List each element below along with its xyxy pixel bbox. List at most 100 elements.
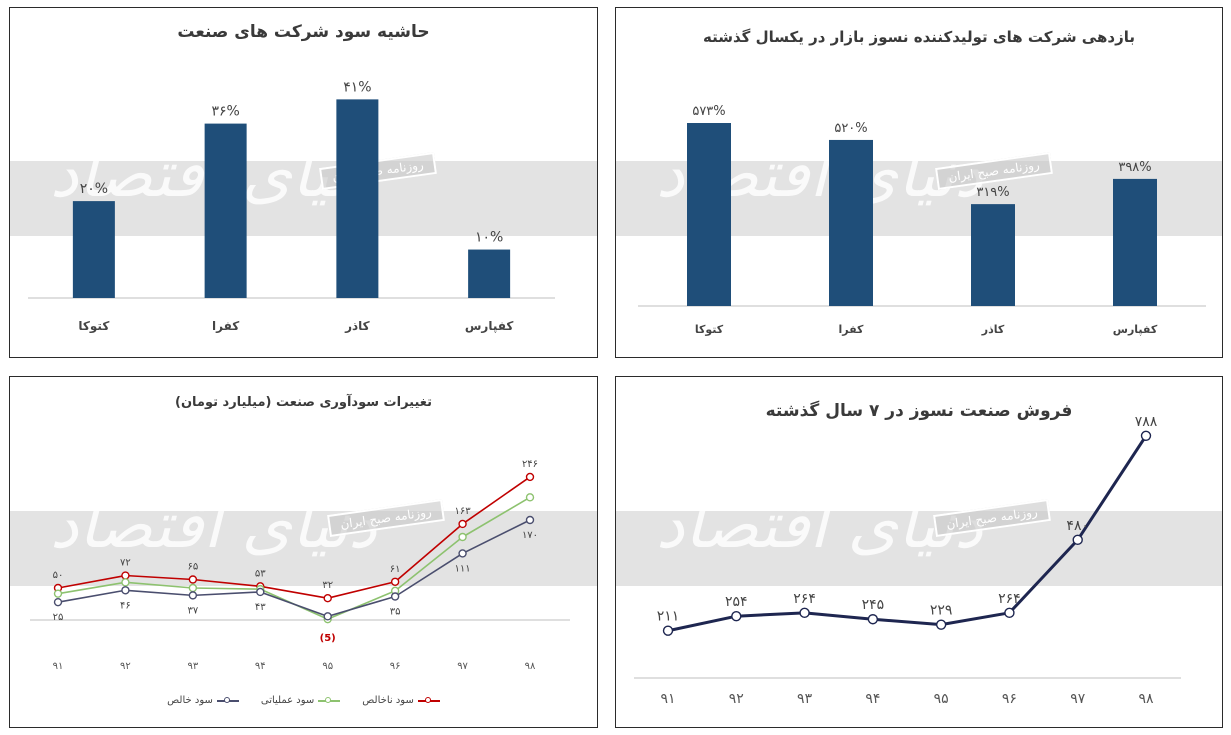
legend-label: سود خالص: [167, 695, 213, 706]
data-point: [1004, 607, 1015, 619]
x-tick-label: کاذر: [981, 323, 1005, 336]
data-label: ۵۰: [53, 570, 64, 581]
data-label: ۲۰%: [80, 181, 108, 197]
chart-legend: سود ناخالص سود عملیاتی سود خالص: [10, 695, 597, 706]
data-point: [458, 549, 467, 558]
profit-chart-panel: دنیای اقتصاد روزنامه صبح ایران تغییرات س…: [9, 376, 598, 728]
margin-chart-panel: دنیای اقتصاد روزنامه صبح ایران حاشیه سود…: [9, 7, 598, 358]
data-point: [53, 597, 63, 607]
bar: [468, 249, 511, 298]
series-line: [57, 519, 531, 618]
x-tick-label: ۹۸: [1138, 691, 1154, 707]
data-point: [662, 625, 674, 636]
chart-title: بازدهی شرکت های تولیدکننده نسوز بازار در…: [703, 28, 1135, 46]
x-tick-label: ۹۵: [934, 691, 949, 707]
chart-title: حاشیه سود شرکت های صنعت: [177, 22, 430, 42]
x-tick-label: ۹۳: [797, 691, 813, 707]
data-point: [188, 575, 198, 584]
series-line: [57, 476, 531, 599]
x-tick-label: کفپارس: [465, 319, 514, 333]
bar: [829, 139, 873, 306]
legend-label: سود ناخالص: [362, 695, 414, 706]
legend-item-gross: سود ناخالص: [362, 695, 440, 706]
data-point: [731, 610, 742, 622]
x-tick-label: ۹۷: [1070, 691, 1086, 707]
data-label: ۲۵: [53, 612, 64, 623]
data-label: ۲۵۴: [725, 594, 748, 610]
data-label: ۵۳: [255, 568, 266, 579]
x-tick-label: کاذر: [344, 319, 370, 333]
data-label: ۲۱۱: [657, 609, 680, 625]
data-label: ۲۴۶: [522, 459, 538, 470]
watermark-brand: دنیای اقتصاد: [656, 489, 983, 563]
data-point: [1072, 534, 1083, 546]
x-tick-label: کتوکا: [695, 323, 724, 336]
data-point: [1140, 430, 1152, 442]
bar: [971, 204, 1015, 306]
data-point: [525, 515, 535, 525]
data-point: [323, 612, 332, 621]
data-point: [935, 619, 947, 630]
chart-title: فروش صنعت نسوز در ۷ سال گذشته: [765, 401, 1073, 421]
bar: [336, 99, 379, 298]
chart-title: تغییرات سودآوری صنعت (میلیارد تومان): [175, 395, 432, 410]
data-point: [188, 583, 198, 593]
data-label: ۴۳: [255, 602, 266, 613]
x-tick-label: ۹۶: [390, 661, 401, 672]
data-point: [458, 532, 467, 542]
data-label: ۲۴۵: [862, 597, 885, 613]
profit-chart: ۹۱ ۹۲ ۹۳ ۹۴ ۹۵ ۹۶ ۹۷ ۹۸ ۵۰ ۷۲ ۶۵ ۵۳ ۳۲ ۶۱ ۱۶۳ ۲۴۶ (5) ۲۵ ۴…: [30, 459, 570, 672]
legend-label: سود عملیاتی: [260, 695, 315, 706]
data-label: ۶۵: [187, 562, 198, 573]
x-tick-label: ۹۲: [729, 691, 744, 707]
legend-swatch-icon: [417, 696, 440, 703]
legend-swatch-icon: [216, 696, 239, 703]
data-label: ۴۸۰: [1066, 518, 1089, 534]
data-label: ۱۷۰: [522, 530, 538, 541]
bar: [204, 123, 247, 298]
data-label: ۵۲۰%: [834, 121, 867, 136]
margin-chart: ۲۰% کتوکا ۳۶% کفرا ۴۱% کاذر ۱۰% کفپارس: [28, 79, 555, 334]
watermark-band: [616, 511, 1222, 586]
x-tick-label: ۹۱: [53, 661, 64, 672]
bar: [1113, 178, 1157, 306]
x-tick-label: کتوکا: [78, 319, 109, 334]
sales-chart-panel: دنیای اقتصاد روزنامه صبح ایران فروش صنعت…: [615, 376, 1223, 728]
data-label: ۳۷: [187, 605, 198, 616]
data-label: ۱۰%: [475, 230, 503, 246]
x-tick-label: کفپارس: [1113, 323, 1158, 336]
data-label: ۳۲: [322, 580, 333, 591]
data-point: [390, 592, 400, 601]
data-label: ۴۶: [120, 600, 131, 611]
data-point: [53, 589, 63, 598]
data-label: ۱۱۱: [455, 563, 471, 574]
data-point: [799, 607, 810, 619]
data-point: [867, 614, 879, 625]
returns-chart-panel: دنیای اقتصاد روزنامه صبح ایران بازدهی شر…: [615, 7, 1223, 358]
data-point: [525, 493, 535, 502]
data-label: ۳۱۹%: [976, 185, 1009, 200]
x-tick-label: ۹۵: [322, 661, 333, 672]
x-tick-label: ۹۸: [525, 661, 536, 672]
data-label: ۷۸۸: [1135, 414, 1158, 430]
data-label: ۲۲۹: [930, 603, 953, 619]
watermark-brand: دنیای اقتصاد: [50, 489, 377, 563]
returns-chart: ۵۷۳% کتوکا ۵۲۰% کفرا ۳۱۹% کاذر ۳۹۸% کفپارس: [638, 104, 1206, 336]
data-label: ۲۶۴: [793, 591, 816, 607]
data-point: [121, 578, 130, 587]
data-point: [323, 593, 332, 603]
data-point: [121, 586, 130, 595]
x-tick-label: کفرا: [839, 323, 865, 336]
data-label: ۵۷۳%: [692, 104, 725, 119]
x-tick-label: ۹۴: [865, 691, 880, 707]
data-point: [188, 591, 198, 600]
x-tick-label: کفرا: [212, 319, 239, 333]
x-tick-label: ۹۷: [457, 661, 468, 672]
data-label: (5): [320, 633, 336, 644]
data-label: ۱۶۳: [455, 506, 472, 517]
data-label: ۲۶۴: [998, 591, 1021, 607]
bar: [687, 123, 731, 306]
data-point: [458, 519, 467, 529]
data-point: [256, 587, 265, 597]
sales-chart: ۹۱ ۹۲ ۹۳ ۹۴ ۹۵ ۹۶ ۹۷ ۹۸ ۲۱۱ ۲۵۴ ۲۶۴ ۲۴۵ ۲۲۹ ۲۶۴ ۴۸۰ ۷۸۸: [634, 414, 1181, 707]
